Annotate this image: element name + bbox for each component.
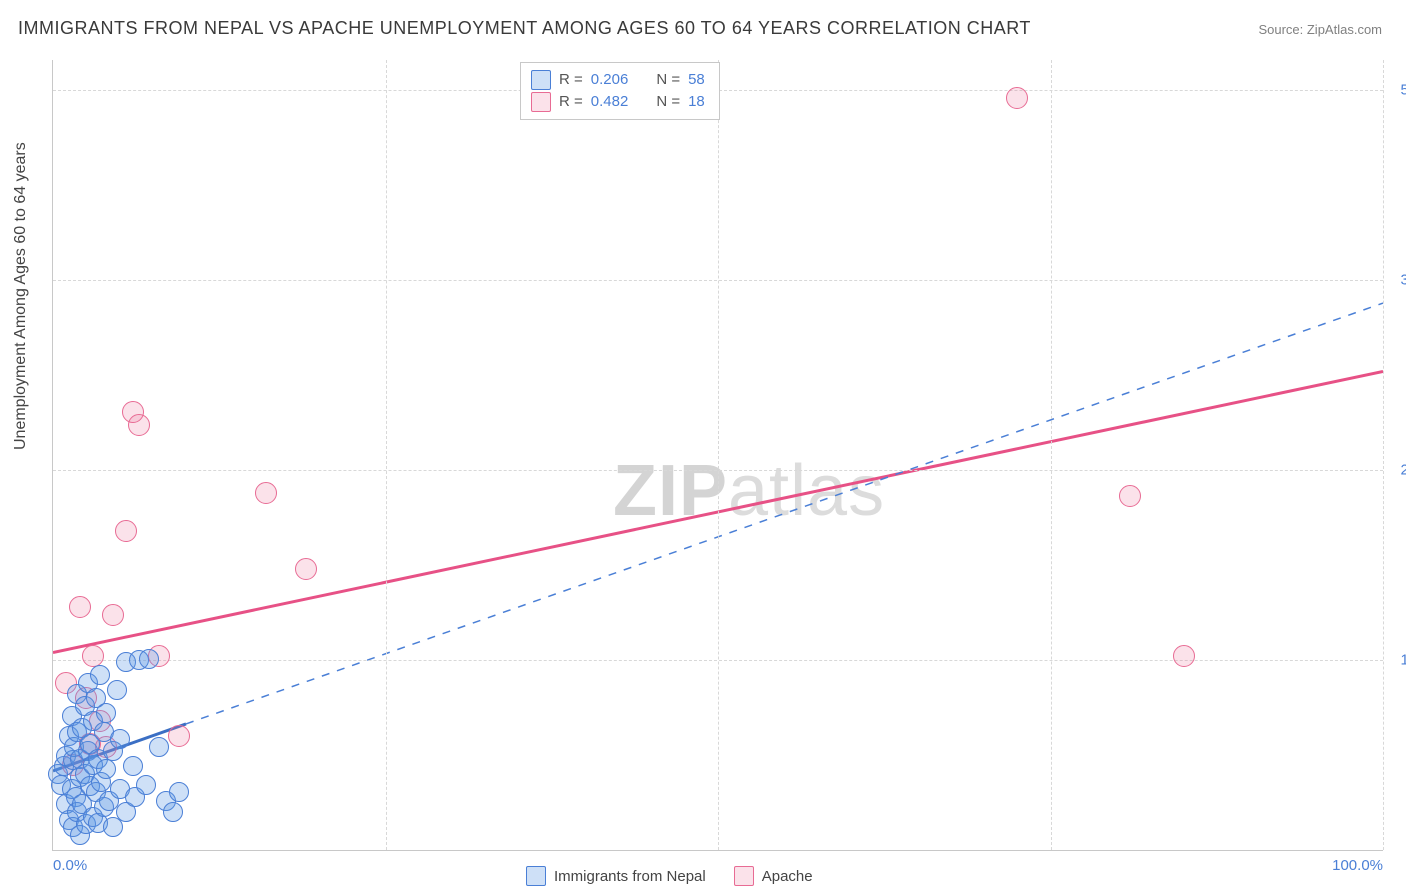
watermark: ZIPatlas [613, 450, 885, 532]
chart-title: IMMIGRANTS FROM NEPAL VS APACHE UNEMPLOY… [18, 18, 1031, 39]
scatter-point-pink [102, 604, 124, 626]
blue-r-value: 0.206 [591, 69, 629, 91]
swatch-pink [734, 866, 754, 886]
legend-stats-row-blue: R = 0.206 N = 58 [531, 69, 705, 91]
scatter-point-pink [69, 596, 91, 618]
source-label: Source: ZipAtlas.com [1258, 22, 1382, 37]
scatter-point-pink [295, 558, 317, 580]
r-label: R = [559, 91, 583, 113]
y-tick-label: 37.5% [1388, 272, 1406, 289]
scatter-point-blue [136, 775, 156, 795]
blue-n-value: 58 [688, 69, 705, 91]
scatter-point-blue [90, 665, 110, 685]
x-tick-label: 100.0% [1332, 857, 1383, 874]
plot-area: ZIPatlas 12.5%25.0%37.5%50.0%0.0%100.0% [52, 60, 1383, 851]
scatter-point-blue [123, 756, 143, 776]
scatter-point-blue [149, 737, 169, 757]
scatter-point-pink [1119, 485, 1141, 507]
gridline-v [1383, 60, 1384, 850]
legend-stats: R = 0.206 N = 58 R = 0.482 N = 18 [520, 62, 720, 120]
scatter-point-blue [96, 703, 116, 723]
gridline-v [1051, 60, 1052, 850]
scatter-point-pink [115, 520, 137, 542]
scatter-point-blue [169, 782, 189, 802]
scatter-point-blue [110, 729, 130, 749]
y-tick-label: 25.0% [1388, 462, 1406, 479]
scatter-point-blue [163, 802, 183, 822]
n-label: N = [656, 69, 680, 91]
gridline-v [718, 60, 719, 850]
legend-stats-row-pink: R = 0.482 N = 18 [531, 91, 705, 113]
scatter-point-blue [96, 759, 116, 779]
legend-item-blue: Immigrants from Nepal [526, 866, 706, 886]
watermark-light: atlas [728, 451, 885, 531]
swatch-blue [526, 866, 546, 886]
y-tick-label: 12.5% [1388, 652, 1406, 669]
n-label: N = [656, 91, 680, 113]
legend-label-pink: Apache [762, 868, 813, 885]
y-tick-label: 50.0% [1388, 82, 1406, 99]
legend-label-blue: Immigrants from Nepal [554, 868, 706, 885]
scatter-point-pink [1173, 645, 1195, 667]
legend-series: Immigrants from Nepal Apache [520, 864, 819, 888]
r-label: R = [559, 69, 583, 91]
swatch-blue [531, 70, 551, 90]
pink-r-value: 0.482 [591, 91, 629, 113]
scatter-point-blue [139, 649, 159, 669]
scatter-point-pink [128, 414, 150, 436]
gridline-v [386, 60, 387, 850]
scatter-point-pink [255, 482, 277, 504]
swatch-pink [531, 92, 551, 112]
pink-n-value: 18 [688, 91, 705, 113]
scatter-point-pink [1006, 87, 1028, 109]
scatter-point-blue [107, 680, 127, 700]
scatter-point-pink [82, 645, 104, 667]
scatter-point-pink [168, 725, 190, 747]
watermark-bold: ZIP [613, 451, 728, 531]
x-tick-label: 0.0% [53, 857, 87, 874]
y-axis-title: Unemployment Among Ages 60 to 64 years [12, 142, 30, 450]
legend-item-pink: Apache [734, 866, 813, 886]
